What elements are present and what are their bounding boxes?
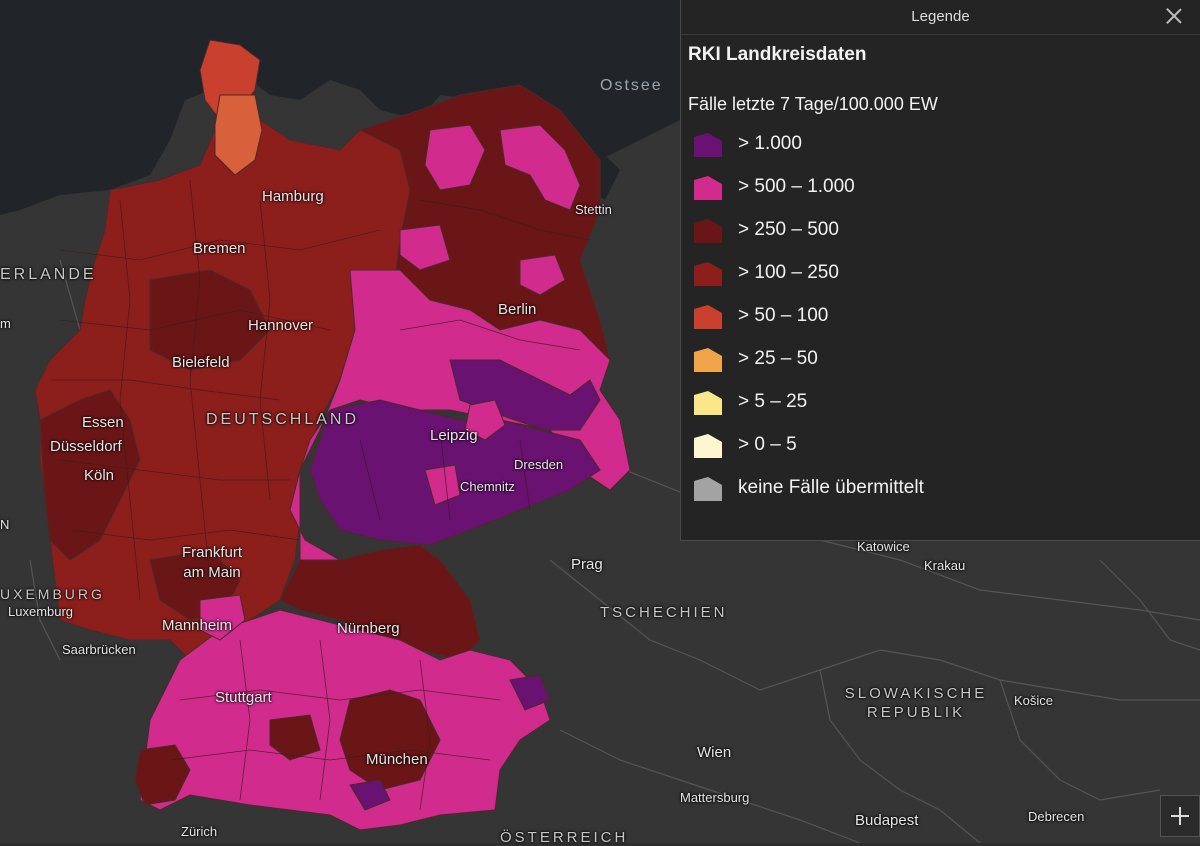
label-prag: Prag <box>571 556 603 573</box>
close-icon[interactable] <box>1162 4 1186 28</box>
region-dark-west <box>39 389 141 561</box>
legend-item-label: > 1.000 <box>738 133 802 154</box>
label-debrecen: Debrecen <box>1028 809 1085 824</box>
label-deutschland: DEUTSCHLAND <box>206 411 360 428</box>
label-chemnitz: Chemnitz <box>460 479 515 494</box>
zoom-in-button[interactable] <box>1160 795 1200 837</box>
label-dresden: Dresden <box>514 457 564 472</box>
region-pink-north <box>424 124 486 191</box>
label-luxemburg: Luxemburg <box>8 604 74 619</box>
label-tschechien: TSCHECHIEN <box>600 604 728 621</box>
legend-swatch <box>694 477 722 501</box>
label-budapest: Budapest <box>855 812 919 829</box>
legend-swatch <box>694 305 722 329</box>
sea-area <box>0 0 680 215</box>
legend-field-title: Fälle letzte 7 Tage/100.000 EW <box>688 94 938 114</box>
legend-item-label: > 250 – 500 <box>738 219 839 240</box>
label-mattersburg: Mattersburg <box>680 790 750 805</box>
label-stettin: Stettin <box>575 202 612 217</box>
legend-item-label: > 0 – 5 <box>738 434 797 455</box>
region-pink-leipzig <box>464 399 506 441</box>
label-wien: Wien <box>697 744 732 761</box>
label-luxemburg-country: UXEMBURG <box>0 586 105 602</box>
label-edge-n: N <box>0 517 10 532</box>
label-bielefeld: Bielefeld <box>172 354 230 371</box>
label-mannheim: Mannheim <box>162 617 233 634</box>
region-pink-mid-n <box>399 224 451 271</box>
label-essen: Essen <box>82 414 124 431</box>
legend-swatch <box>694 176 722 200</box>
legend-item-label: > 25 – 50 <box>738 348 818 369</box>
legend-item-label: > 100 – 250 <box>738 262 839 283</box>
legend-item-label: > 50 – 100 <box>738 305 829 326</box>
label-frankfurt: Frankfurt am Main <box>181 544 243 581</box>
label-berlin: Berlin <box>498 301 537 318</box>
label-hannover: Hannover <box>248 317 314 334</box>
region-pink-sw <box>199 594 246 641</box>
label-koeln: Köln <box>84 467 115 484</box>
label-krakau: Krakau <box>924 558 966 573</box>
label-kosice: Košice <box>1014 693 1054 708</box>
label-slowakei: SLOWAKISCHE REPUBLIK <box>844 685 988 721</box>
district-lines <box>50 179 591 811</box>
germany-districts <box>34 39 631 831</box>
region-purple-munich <box>349 779 391 811</box>
region-pink-ne <box>499 124 581 211</box>
label-edge-m: m <box>0 316 11 331</box>
legend-panel-title: Legende <box>911 8 970 25</box>
legend-swatch <box>694 348 722 372</box>
legend-swatch <box>694 219 722 243</box>
legend-swatch <box>694 434 722 458</box>
label-ostsee: Ostsee <box>600 77 663 94</box>
label-zuerich: Zürich <box>181 824 218 839</box>
legend-swatch <box>694 262 722 286</box>
legend-swatch <box>694 133 722 157</box>
label-stuttgart: Stuttgart <box>215 689 272 706</box>
label-leipzig: Leipzig <box>430 427 478 444</box>
legend-item-label: > 5 – 25 <box>738 391 808 412</box>
region-dark-south-1 <box>339 689 441 791</box>
region-dark-mid <box>149 269 271 371</box>
region-purple-se <box>509 674 551 711</box>
legend-layer-title: RKI Landkreisdaten <box>688 44 867 65</box>
legend-item-label: keine Fälle übermittelt <box>738 477 924 498</box>
region-pink-berlin <box>519 254 566 296</box>
label-hamburg: Hamburg <box>262 188 324 205</box>
legend-header: Legende <box>681 0 1200 35</box>
legend-panel: Legende RKI Landkreisdaten Fälle letzte … <box>680 0 1200 541</box>
legend-item-label: > 500 – 1.000 <box>738 176 855 197</box>
legend-swatch <box>694 391 722 415</box>
region-dark-south-3 <box>269 714 321 761</box>
region-dark-south-2 <box>134 744 191 806</box>
label-bremen: Bremen <box>193 240 246 257</box>
label-oesterreich: ÖSTERREICH <box>500 829 629 846</box>
label-muenchen: München <box>366 751 428 768</box>
label-katowice: Katowice <box>857 539 910 554</box>
label-niederlande: ERLANDE <box>0 266 97 283</box>
region-pink-chemnitz <box>424 464 461 506</box>
label-saarbruecken: Saarbrücken <box>62 642 136 657</box>
label-nuernberg: Nürnberg <box>337 620 400 637</box>
label-duesseldorf: Düsseldorf <box>50 438 122 455</box>
region-hamburg-orange <box>214 94 263 176</box>
